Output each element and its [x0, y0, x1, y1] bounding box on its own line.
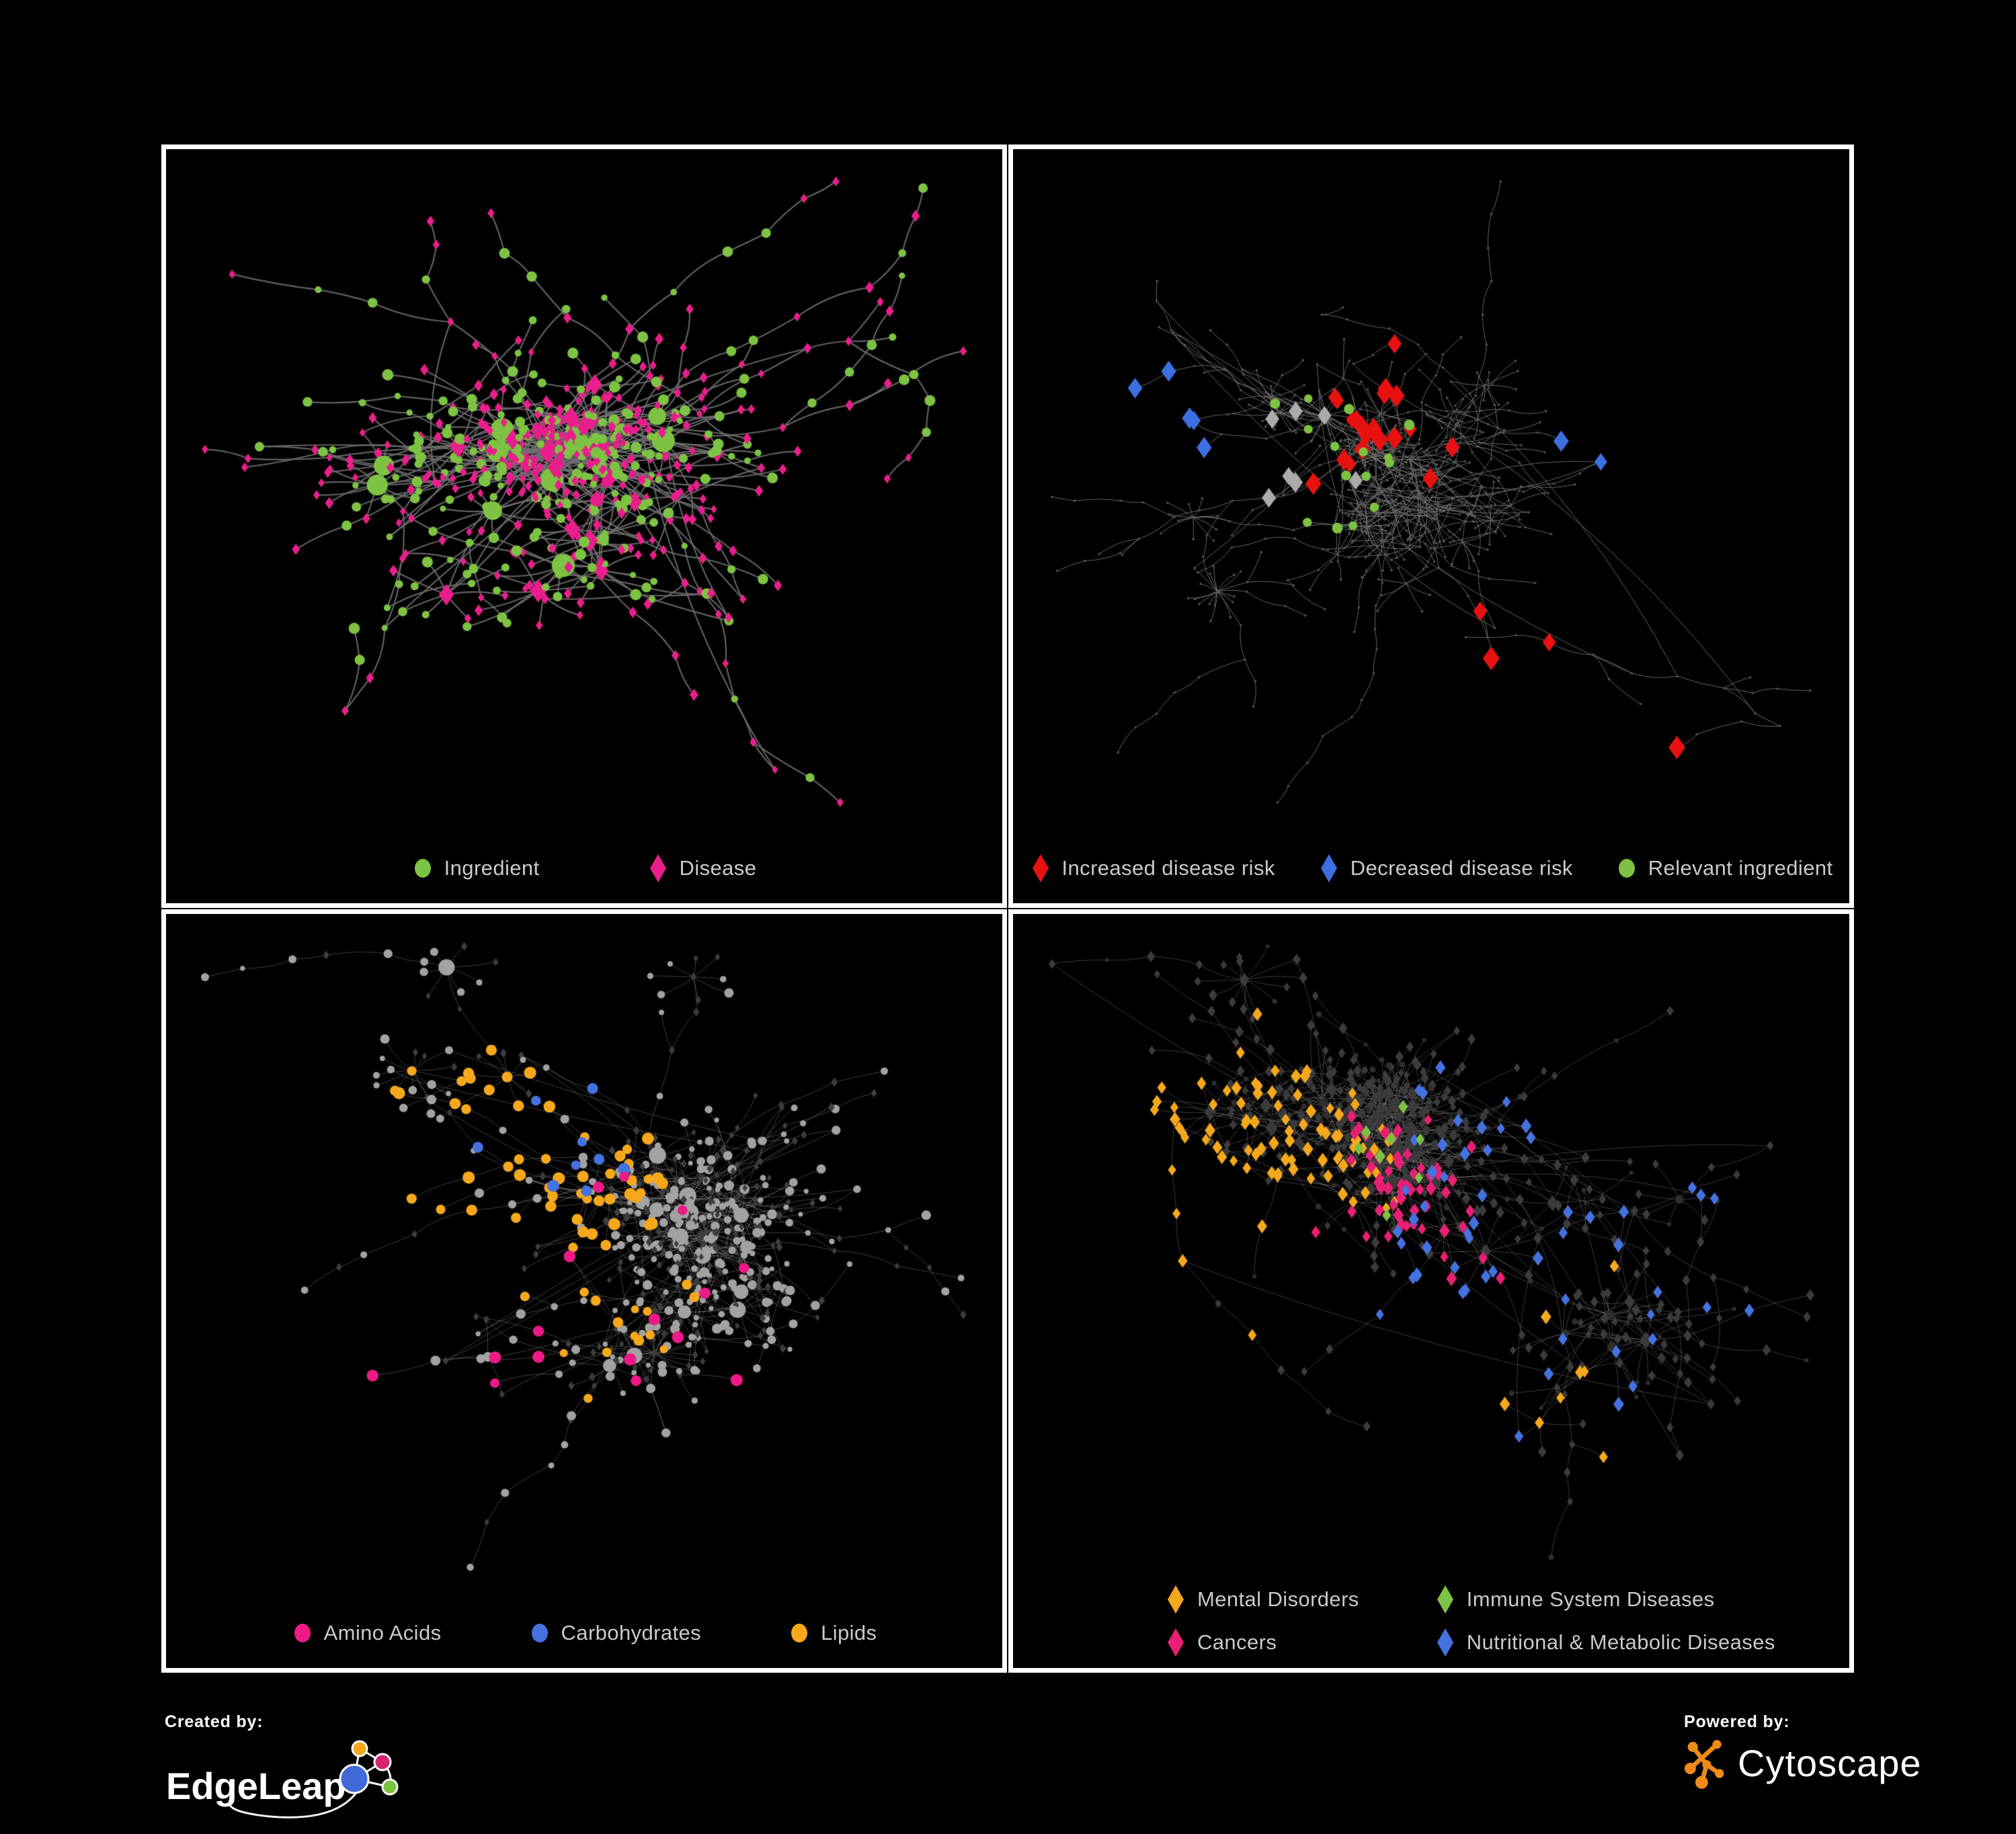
legend-item-decreased-risk: Decreased disease risk: [1318, 853, 1573, 883]
legend-item-immune-diseases: Immune System Diseases: [1435, 1585, 1775, 1614]
cytoscape-logo-icon: [1684, 1740, 1724, 1789]
edgeleap-network-icon: [228, 1740, 399, 1819]
network-canvas-ingredient-disease: [166, 149, 1002, 903]
legend-item-amino-acids: Amino Acids: [292, 1618, 442, 1648]
nutritional-metabolic-diamond-icon: [1435, 1628, 1456, 1657]
legend-ingredient-disease: Ingredient Disease: [166, 853, 1002, 883]
legend-nutrient-classes: Amino Acids Carbohydrates Lipids: [166, 1618, 1002, 1648]
legend-item-cancers: Cancers: [1165, 1628, 1359, 1657]
ingredient-circle-icon: [412, 853, 434, 883]
relevant-ingredient-circle-icon: [1616, 853, 1638, 883]
legend-disease-risk: Increased disease risk Decreased disease…: [1013, 853, 1849, 883]
legend-item-disease: Disease: [647, 853, 757, 883]
legend-item-relevant-ingredient: Relevant ingredient: [1616, 853, 1833, 883]
legend-label-increased-risk: Increased disease risk: [1061, 856, 1275, 880]
increased-risk-diamond-icon: [1030, 853, 1051, 883]
edgeleap-logo: EdgeLeap: [166, 1740, 399, 1819]
panel-ingredient-disease: Ingredient Disease: [161, 144, 1007, 908]
legend-label-disease: Disease: [679, 856, 757, 880]
created-by-label: Created by:: [165, 1712, 264, 1731]
network-canvas-disease-risk: [1013, 149, 1849, 903]
legend-item-carbohydrates: Carbohydrates: [529, 1618, 702, 1648]
powered-by-label: Powered by:: [1684, 1712, 1790, 1731]
panel-disease-risk: Increased disease risk Decreased disease…: [1008, 144, 1854, 908]
legend-label-mental-disorders: Mental Disorders: [1197, 1587, 1359, 1611]
legend-item-increased-risk: Increased disease risk: [1030, 853, 1275, 883]
legend-label-carbohydrates: Carbohydrates: [561, 1621, 702, 1644]
amino-acids-circle-icon: [292, 1618, 313, 1648]
lipids-circle-icon: [789, 1618, 810, 1648]
legend-label-immune-diseases: Immune System Diseases: [1466, 1587, 1715, 1611]
created-by-block: Created by: EdgeLeap: [165, 1712, 541, 1834]
legend-label-ingredient: Ingredient: [444, 856, 540, 880]
network-canvas-disease-classes: [1013, 914, 1849, 1668]
legend-item-nutritional-metabolic: Nutritional & Metabolic Diseases: [1435, 1628, 1775, 1657]
legend-item-ingredient: Ingredient: [412, 853, 540, 883]
legend-item-lipids: Lipids: [789, 1618, 877, 1648]
edgeleap-brand-text: EdgeLeap: [166, 1765, 346, 1807]
cytoscape-brand-text: Cytoscape: [1738, 1741, 1922, 1784]
legend-item-mental-disorders: Mental Disorders: [1165, 1585, 1359, 1614]
legend-label-cancers: Cancers: [1197, 1630, 1277, 1654]
legend-label-amino-acids: Amino Acids: [323, 1621, 442, 1644]
panel-nutrient-classes: Amino Acids Carbohydrates Lipids: [161, 909, 1007, 1673]
legend-label-relevant-ingredient: Relevant ingredient: [1648, 856, 1833, 880]
panel-disease-classes: Mental Disorders Immune System Diseases …: [1008, 909, 1854, 1673]
legend-label-nutritional-metabolic: Nutritional & Metabolic Diseases: [1466, 1630, 1775, 1654]
powered-by-block: Powered by: Cytoscape: [1684, 1712, 1922, 1790]
legend-label-decreased-risk: Decreased disease risk: [1350, 856, 1573, 880]
carbohydrates-circle-icon: [529, 1618, 551, 1648]
cancers-diamond-icon: [1165, 1628, 1186, 1657]
immune-diseases-diamond-icon: [1435, 1585, 1456, 1614]
legend-label-lipids: Lipids: [821, 1621, 877, 1644]
decreased-risk-diamond-icon: [1318, 853, 1340, 883]
legend-disease-classes: Mental Disorders Immune System Diseases …: [1013, 1585, 1775, 1657]
disease-diamond-icon: [647, 853, 669, 883]
mental-disorders-diamond-icon: [1165, 1585, 1186, 1614]
network-canvas-nutrient-classes: [166, 914, 1002, 1668]
